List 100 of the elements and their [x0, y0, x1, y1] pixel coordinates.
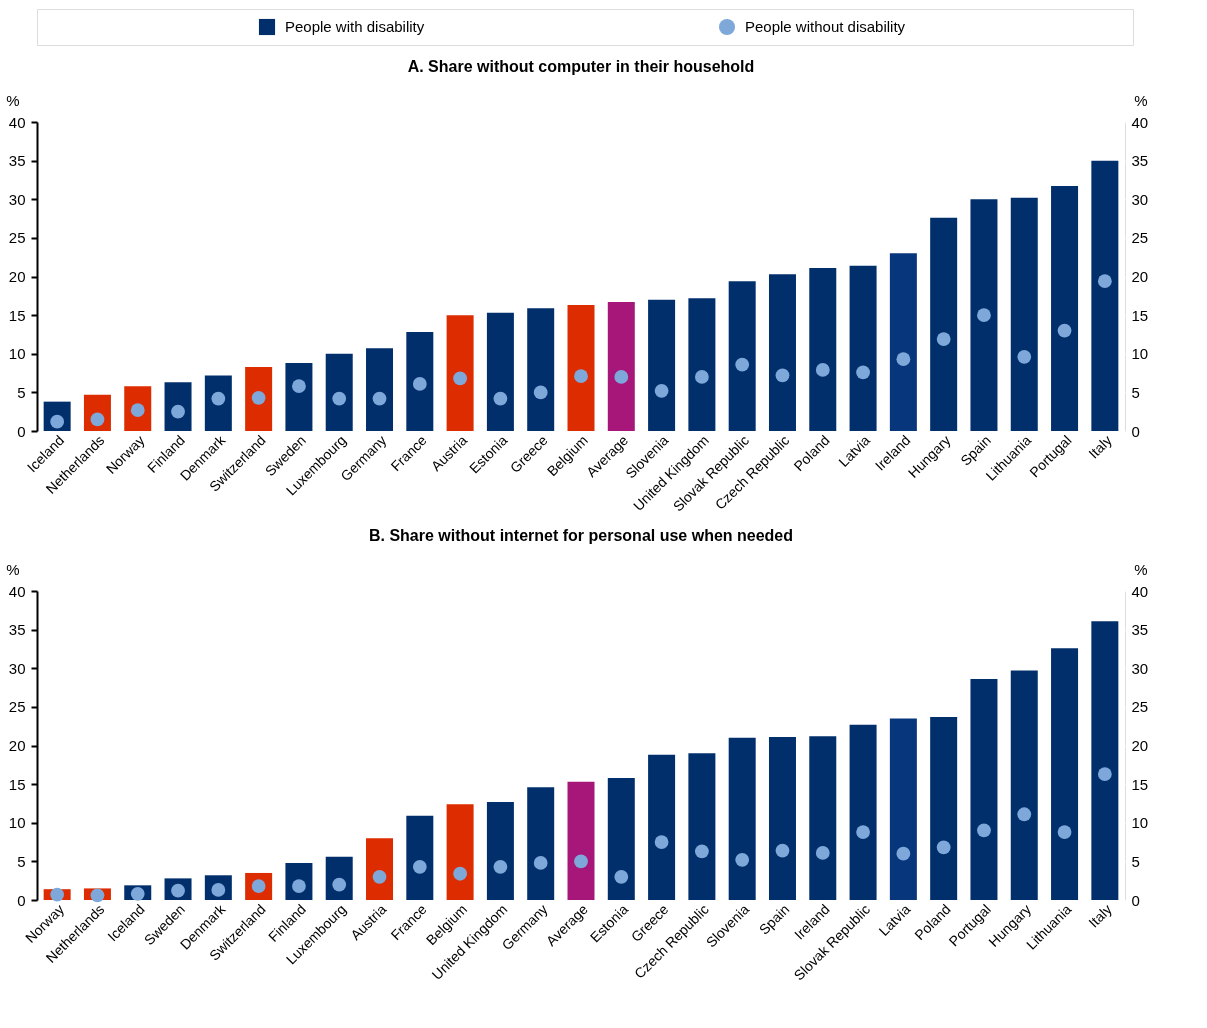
bar — [849, 724, 877, 900]
point — [372, 869, 387, 884]
y2-tick-label: 30 — [1131, 659, 1149, 677]
point — [412, 859, 427, 874]
y2-tick-label: 10 — [1131, 345, 1149, 363]
point — [130, 886, 145, 901]
bar — [486, 801, 514, 900]
point — [574, 369, 588, 384]
bar — [889, 253, 917, 431]
bar — [1010, 197, 1038, 431]
point — [453, 371, 467, 386]
y2-tick-label: 15 — [1131, 306, 1149, 324]
bar — [366, 348, 394, 431]
y-axis-title: % — [6, 560, 20, 578]
y-tick-label: 5 — [17, 852, 26, 870]
y2-tick-label: 25 — [1131, 229, 1149, 247]
x-tick-label: Italy — [1085, 432, 1115, 462]
y-tick-label: 30 — [8, 659, 26, 677]
bar — [285, 363, 313, 431]
y-tick-label: 15 — [8, 775, 26, 793]
bar — [1010, 670, 1038, 900]
y-tick-label: 40 — [8, 113, 26, 131]
point — [533, 856, 548, 870]
bar — [1051, 648, 1079, 900]
legend-label: People without disability — [745, 18, 906, 35]
y-tick-label: 20 — [8, 737, 26, 754]
point — [292, 379, 306, 394]
bar — [245, 366, 273, 431]
bar — [567, 305, 595, 431]
bar — [446, 315, 474, 431]
bar — [1051, 186, 1079, 431]
point — [614, 370, 629, 384]
bar — [325, 353, 353, 431]
y-tick-label: 0 — [17, 422, 26, 440]
y-axis-title: % — [6, 91, 20, 109]
point — [815, 363, 830, 377]
point — [735, 852, 750, 867]
bar — [849, 265, 877, 431]
bar — [567, 781, 595, 900]
point — [1097, 274, 1112, 289]
y-tick-label: 10 — [8, 345, 26, 363]
y2-tick-label: 0 — [1131, 891, 1140, 909]
bar — [607, 301, 635, 431]
y-tick-label: 30 — [8, 190, 26, 208]
y2-tick-label: 15 — [1131, 775, 1149, 793]
bar — [527, 308, 555, 431]
bar — [930, 217, 958, 431]
bar — [688, 753, 716, 900]
y-tick-label: 35 — [8, 621, 26, 639]
point — [493, 859, 508, 874]
y2-tick-label: 40 — [1131, 582, 1149, 600]
point — [90, 888, 105, 903]
bar — [889, 718, 917, 900]
point — [815, 846, 830, 860]
y-tick-label: 20 — [8, 268, 26, 285]
y2-tick-label: 35 — [1131, 152, 1149, 170]
point — [695, 844, 709, 859]
point — [1017, 349, 1032, 364]
bar — [970, 199, 998, 431]
bar — [728, 737, 756, 900]
point — [1057, 323, 1072, 338]
point — [372, 391, 387, 406]
legend-label: People with disability — [285, 18, 425, 35]
bar — [648, 299, 676, 431]
point — [614, 869, 629, 884]
bar — [768, 737, 796, 900]
point — [775, 843, 790, 858]
point — [574, 854, 588, 869]
bar — [728, 281, 756, 431]
bar — [930, 716, 958, 900]
y2-tick-label: 40 — [1131, 113, 1149, 131]
chart-title: B. Share without internet for personal use when needed — [368, 527, 794, 544]
bar — [486, 312, 514, 431]
y-tick-label: 0 — [17, 891, 26, 909]
point — [654, 383, 669, 398]
bar — [527, 787, 555, 900]
bar — [406, 332, 434, 431]
bar — [809, 268, 837, 431]
y-tick-label: 5 — [17, 383, 26, 401]
y2-tick-label: 0 — [1131, 422, 1140, 440]
y-tick-label: 35 — [8, 152, 26, 170]
point — [936, 840, 951, 855]
y-tick-label: 25 — [8, 229, 26, 247]
y2-axis-title: % — [1134, 91, 1148, 109]
y-tick-label: 15 — [8, 306, 26, 324]
y2-tick-label: 10 — [1131, 814, 1149, 832]
y2-tick-label: 20 — [1131, 737, 1149, 754]
point — [896, 352, 911, 367]
x-tick-label: Italy — [1085, 901, 1115, 931]
bar — [768, 274, 796, 431]
point — [251, 390, 266, 405]
bar — [406, 815, 434, 900]
point — [533, 385, 548, 400]
bar — [204, 375, 232, 431]
y2-tick-label: 25 — [1131, 698, 1149, 716]
bar — [648, 754, 676, 900]
point — [977, 308, 991, 322]
y2-tick-label: 35 — [1131, 621, 1149, 639]
y2-tick-label: 20 — [1131, 268, 1149, 285]
point — [1017, 807, 1032, 822]
